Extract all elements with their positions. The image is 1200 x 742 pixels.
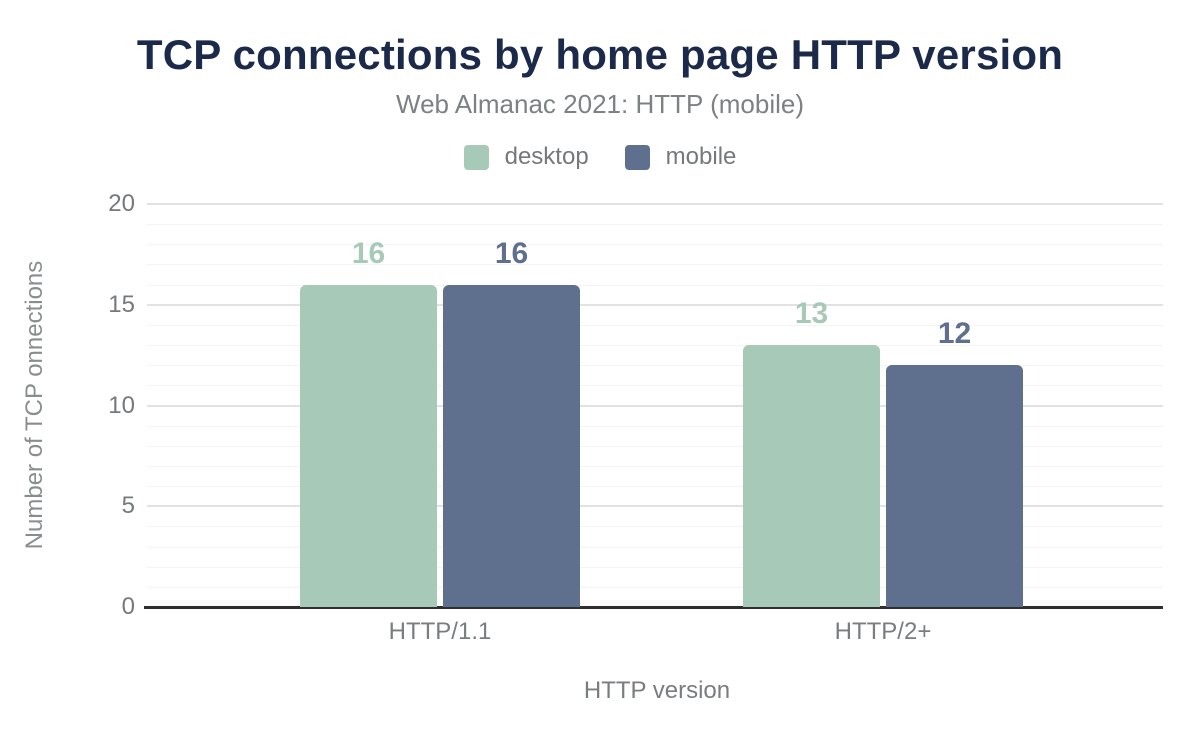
minor-gridline: [147, 324, 1163, 326]
y-tick-label: 10: [108, 391, 135, 419]
bar-value-label: 16: [351, 236, 386, 270]
minor-gridline: [147, 224, 1163, 226]
minor-gridline: [147, 445, 1163, 447]
minor-gridline: [147, 365, 1163, 367]
minor-gridline: [147, 465, 1163, 467]
minor-gridline: [147, 385, 1163, 387]
minor-gridline: [147, 546, 1163, 548]
minor-gridline: [147, 264, 1163, 266]
chart-title: TCP connections by home page HTTP versio…: [136, 31, 1064, 78]
minor-gridline: [147, 586, 1163, 588]
bar-desktop-HTTP/2+: [743, 345, 880, 607]
y-tick-label: 20: [108, 190, 135, 217]
desktop-swatch-icon: [463, 144, 489, 170]
minor-gridline: [147, 345, 1163, 347]
minor-gridline: [147, 526, 1163, 528]
x-tick-label: HTTP/1.1: [388, 618, 492, 645]
minor-gridline: [147, 284, 1163, 286]
bar-desktop-HTTP/1.1: [300, 284, 437, 607]
bar-value-label: 13: [794, 297, 829, 331]
legend-item-desktop: desktop: [463, 143, 589, 171]
bar-value-label: 12: [937, 317, 972, 351]
x-axis-line: [144, 606, 1163, 609]
legend-label: desktop: [504, 143, 589, 170]
minor-gridline: [147, 425, 1163, 427]
x-tick-label: HTTP/2+: [834, 618, 932, 645]
legend-item-mobile: mobile: [624, 143, 737, 171]
bar-mobile-HTTP/2+: [886, 365, 1023, 607]
y-axis-title: Number of TCP onnections: [21, 260, 48, 550]
minor-gridline: [147, 486, 1163, 488]
major-gridline: [147, 203, 1163, 205]
minor-gridline: [147, 244, 1163, 246]
major-gridline: [147, 404, 1163, 407]
x-axis-title: HTTP version: [583, 677, 731, 704]
legend-label: mobile: [665, 143, 737, 170]
y-tick-label: 5: [121, 492, 135, 520]
major-gridline: [147, 303, 1163, 306]
bar-mobile-HTTP/1.1: [443, 284, 580, 607]
y-tick-label: 0: [121, 593, 135, 620]
y-tick-label: 15: [108, 290, 135, 318]
legend: desktop mobile: [0, 143, 1200, 171]
bar-value-label: 16: [494, 236, 529, 270]
major-gridline: [147, 505, 1163, 508]
mobile-swatch-icon: [624, 144, 650, 170]
chart-subtitle: Web Almanac 2021: HTTP (mobile): [396, 89, 804, 119]
minor-gridline: [147, 566, 1163, 568]
